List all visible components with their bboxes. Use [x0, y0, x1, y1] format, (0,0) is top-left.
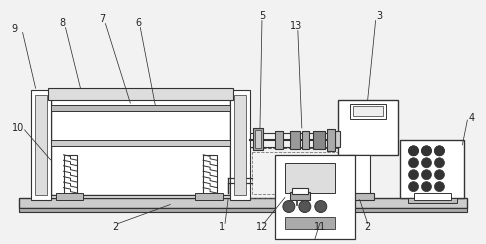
Circle shape	[283, 201, 295, 213]
Circle shape	[421, 170, 432, 180]
Bar	[51, 95, 230, 194]
Bar	[35, 95, 47, 194]
Circle shape	[409, 146, 418, 156]
Bar	[255, 130, 261, 148]
Text: 5: 5	[259, 10, 265, 20]
Text: 4: 4	[469, 113, 474, 123]
Bar	[203, 155, 217, 198]
Bar	[55, 193, 84, 200]
Bar	[302, 131, 309, 149]
Bar	[275, 155, 355, 239]
Bar	[230, 90, 250, 200]
Circle shape	[434, 182, 444, 192]
Bar	[275, 131, 283, 149]
Bar	[335, 131, 340, 147]
Circle shape	[409, 146, 418, 156]
Circle shape	[421, 146, 432, 156]
Bar	[414, 193, 451, 200]
Bar	[64, 155, 77, 198]
Bar	[285, 163, 335, 193]
Text: 11: 11	[313, 222, 326, 232]
Bar	[350, 104, 385, 119]
Bar	[31, 90, 51, 200]
Circle shape	[299, 201, 311, 213]
Bar	[290, 131, 300, 149]
Bar	[195, 193, 223, 200]
Text: 10: 10	[12, 123, 24, 133]
Bar	[18, 198, 468, 207]
Bar	[234, 95, 246, 194]
Text: 1: 1	[219, 222, 225, 232]
Bar	[327, 129, 335, 151]
Text: 8: 8	[59, 18, 66, 28]
Bar	[353, 106, 382, 116]
Bar	[18, 207, 468, 213]
Text: 13: 13	[290, 20, 302, 30]
Circle shape	[434, 158, 444, 168]
Bar	[51, 140, 230, 146]
Bar	[51, 105, 230, 111]
Bar	[408, 198, 457, 203]
Circle shape	[421, 182, 432, 192]
Circle shape	[409, 182, 418, 192]
Circle shape	[434, 146, 444, 156]
Text: 6: 6	[135, 18, 141, 28]
Bar	[252, 152, 357, 193]
Bar	[290, 192, 310, 200]
Text: 2: 2	[364, 222, 371, 232]
Bar	[285, 217, 335, 229]
Circle shape	[409, 170, 418, 180]
Bar	[347, 155, 370, 198]
Circle shape	[315, 201, 327, 213]
Bar	[69, 165, 228, 193]
Text: 12: 12	[256, 222, 268, 232]
Circle shape	[409, 158, 418, 168]
Bar	[338, 100, 398, 155]
Bar	[253, 128, 263, 150]
Bar	[344, 193, 374, 200]
Bar	[48, 88, 233, 100]
Text: 7: 7	[99, 14, 105, 24]
Text: 9: 9	[12, 23, 17, 33]
Text: 3: 3	[377, 10, 382, 20]
Text: 2: 2	[112, 222, 119, 232]
Bar	[247, 148, 362, 198]
Bar	[313, 131, 325, 149]
Bar	[292, 188, 308, 193]
Bar	[399, 140, 464, 198]
Circle shape	[421, 146, 432, 156]
Circle shape	[434, 170, 444, 180]
Circle shape	[421, 158, 432, 168]
Circle shape	[434, 146, 444, 156]
